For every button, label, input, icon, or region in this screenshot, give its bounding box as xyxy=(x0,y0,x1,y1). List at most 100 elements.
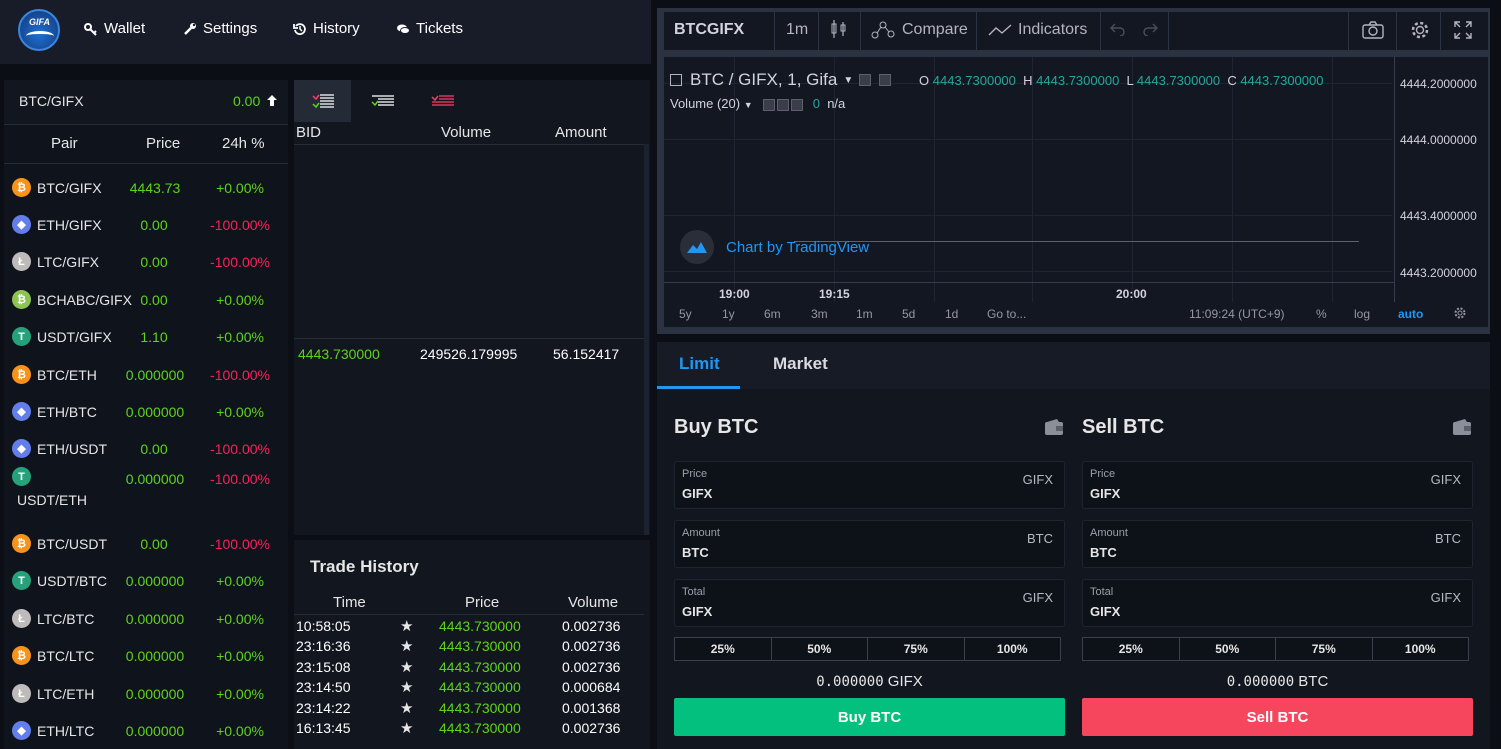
range-1y[interactable]: 1y xyxy=(722,307,735,321)
buy-25-button[interactable]: 25% xyxy=(675,638,772,660)
sell-amount-field[interactable]: Amount BTC BTC xyxy=(1082,520,1473,568)
buy-100-button[interactable]: 100% xyxy=(964,638,1060,660)
trade-row[interactable]: 23:14:22 ★ 4443.730000 0.001368 xyxy=(294,698,644,718)
indicators-button[interactable]: Indicators xyxy=(988,21,1087,39)
price-chart[interactable] xyxy=(664,57,1488,302)
col-pair[interactable]: Pair xyxy=(51,135,78,152)
buy-button[interactable]: Buy BTC xyxy=(674,698,1065,736)
col-24h[interactable]: 24h % xyxy=(222,135,265,152)
pair-row[interactable]: ₿ BTC/GIFX 4443.73 +0.00% xyxy=(4,168,288,205)
sell-100-button[interactable]: 100% xyxy=(1372,638,1468,660)
redo-icon[interactable] xyxy=(1142,22,1158,36)
camera-icon[interactable] xyxy=(1361,20,1385,40)
trade-row[interactable]: 10:58:05 ★ 4443.730000 0.002736 xyxy=(294,616,644,636)
log-toggle[interactable]: log xyxy=(1354,307,1371,321)
tab-orderbook-bids[interactable] xyxy=(354,80,411,122)
trade-row[interactable]: 23:15:08 ★ 4443.730000 0.002736 xyxy=(294,657,644,677)
buy-price-field[interactable]: Price GIFX GIFX xyxy=(674,461,1065,509)
selected-pair-header[interactable] xyxy=(4,80,288,125)
caret-down-icon[interactable]: ▼ xyxy=(743,100,753,110)
gear-icon[interactable] xyxy=(879,74,892,86)
legend-title[interactable]: BTC / GIFX, 1, Gifa xyxy=(690,70,838,89)
buy-total-field[interactable]: Total GIFX GIFX xyxy=(674,579,1065,627)
tradingview-logo-icon[interactable] xyxy=(680,230,714,264)
price-axis[interactable] xyxy=(1394,57,1395,302)
compare-button[interactable]: Compare xyxy=(870,21,968,39)
nav-settings[interactable]: Settings xyxy=(183,20,257,37)
volume-label[interactable]: Volume (20) xyxy=(670,96,741,111)
pair-row[interactable]: ◆ ETH/USDT 0.00 -100.00% xyxy=(4,429,288,466)
pair-row[interactable]: Ł LTC/GIFX 0.00 -100.00% xyxy=(4,242,288,279)
pair-row[interactable]: T USDT/ETH 0.000000 -100.00% xyxy=(4,467,288,508)
gear-icon[interactable] xyxy=(777,98,790,111)
gifa-logo[interactable]: GIFA xyxy=(18,9,60,51)
sell-25-button[interactable]: 25% xyxy=(1083,638,1180,660)
sell-button[interactable]: Sell BTC xyxy=(1082,698,1473,736)
pair-row[interactable]: ₿ BTC/ETH 0.000000 -100.00% xyxy=(4,355,288,392)
sell-75-button[interactable]: 75% xyxy=(1276,638,1373,660)
interval-selector[interactable]: 1m xyxy=(786,21,809,38)
field-value[interactable]: BTC xyxy=(1090,545,1117,560)
star-icon[interactable]: ★ xyxy=(400,658,414,676)
trade-row[interactable]: 16:13:45 ★ 4443.730000 0.002736 xyxy=(294,718,644,738)
tab-orderbook-all[interactable] xyxy=(294,80,351,122)
pair-row[interactable]: Ł LTC/ETH 0.000000 +0.00% xyxy=(4,674,288,711)
goto-button[interactable]: Go to... xyxy=(987,307,1027,321)
time-axis[interactable] xyxy=(664,282,1394,283)
trade-row[interactable]: 23:14:50 ★ 4443.730000 0.000684 xyxy=(294,677,644,697)
symbol-search[interactable]: BTCGIFX xyxy=(674,21,745,38)
percent-toggle[interactable]: % xyxy=(1316,307,1327,321)
undo-icon[interactable] xyxy=(1110,22,1126,36)
buy-75-button[interactable]: 75% xyxy=(868,638,965,660)
field-value[interactable]: GIFX xyxy=(1090,486,1121,501)
field-value[interactable]: GIFX xyxy=(1090,604,1121,619)
wallet-icon[interactable] xyxy=(1044,418,1064,436)
pair-row[interactable]: ◆ ETH/GIFX 0.00 -100.00% xyxy=(4,205,288,242)
close-icon[interactable] xyxy=(791,98,804,111)
pair-row[interactable]: T USDT/GIFX 1.10 +0.00% xyxy=(4,317,288,354)
candles-icon[interactable] xyxy=(830,19,848,39)
auto-toggle[interactable]: auto xyxy=(1398,307,1424,321)
sell-50-button[interactable]: 50% xyxy=(1179,638,1276,660)
field-value[interactable]: BTC xyxy=(682,545,709,560)
eye-icon[interactable] xyxy=(859,74,872,86)
bid-price[interactable]: 4443.730000 xyxy=(298,346,380,362)
fullscreen-icon[interactable] xyxy=(1453,20,1473,40)
pair-row[interactable]: ₿ BTC/USDT 0.00 -100.00% xyxy=(4,524,288,561)
field-value[interactable]: GIFX xyxy=(682,604,713,619)
eye-icon[interactable] xyxy=(763,98,776,111)
star-icon[interactable]: ★ xyxy=(400,618,414,635)
sell-total-field[interactable]: Total GIFX GIFX xyxy=(1082,579,1473,627)
chart-clock[interactable]: 11:09:24 (UTC+9) xyxy=(1189,307,1285,321)
nav-wallet[interactable]: Wallet xyxy=(84,20,145,37)
field-value[interactable]: GIFX xyxy=(682,486,713,501)
range-1m[interactable]: 1m xyxy=(856,307,873,321)
pair-row[interactable]: ₿ BCHABC/GIFX 0.00 +0.00% xyxy=(4,280,288,317)
buy-50-button[interactable]: 50% xyxy=(771,638,868,660)
range-3m[interactable]: 3m xyxy=(811,307,828,321)
caret-down-icon[interactable]: ▼ xyxy=(843,74,854,86)
sell-price-field[interactable]: Price GIFX GIFX xyxy=(1082,461,1473,509)
pair-row[interactable]: Ł LTC/BTC 0.000000 +0.00% xyxy=(4,599,288,636)
pair-row[interactable]: ◆ ETH/BTC 0.000000 +0.00% xyxy=(4,392,288,429)
star-icon[interactable]: ★ xyxy=(400,720,414,737)
scrollbar[interactable] xyxy=(644,144,649,535)
buy-amount-field[interactable]: Amount BTC BTC xyxy=(674,520,1065,568)
range-5y[interactable]: 5y xyxy=(679,307,692,321)
tab-limit[interactable]: Limit xyxy=(679,354,720,373)
range-5d[interactable]: 5d xyxy=(902,307,916,321)
star-icon[interactable]: ★ xyxy=(400,679,414,697)
wallet-icon[interactable] xyxy=(1452,418,1472,436)
nav-history[interactable]: History xyxy=(293,20,360,37)
gear-icon[interactable] xyxy=(1453,306,1467,320)
tradingview-attribution[interactable]: Chart by TradingView xyxy=(726,239,870,256)
pair-row[interactable]: ◆ ETH/LTC 0.000000 +0.00% xyxy=(4,711,288,748)
tab-market[interactable]: Market xyxy=(773,354,828,373)
trade-row[interactable]: 23:16:36 ★ 4443.730000 0.002736 xyxy=(294,636,644,656)
range-1d[interactable]: 1d xyxy=(945,307,959,321)
gear-icon[interactable] xyxy=(1409,19,1431,41)
pair-row[interactable]: T USDT/BTC 0.000000 +0.00% xyxy=(4,561,288,598)
range-6m[interactable]: 6m xyxy=(764,307,781,321)
tab-orderbook-asks[interactable] xyxy=(414,80,471,122)
collapse-icon[interactable] xyxy=(670,74,682,86)
